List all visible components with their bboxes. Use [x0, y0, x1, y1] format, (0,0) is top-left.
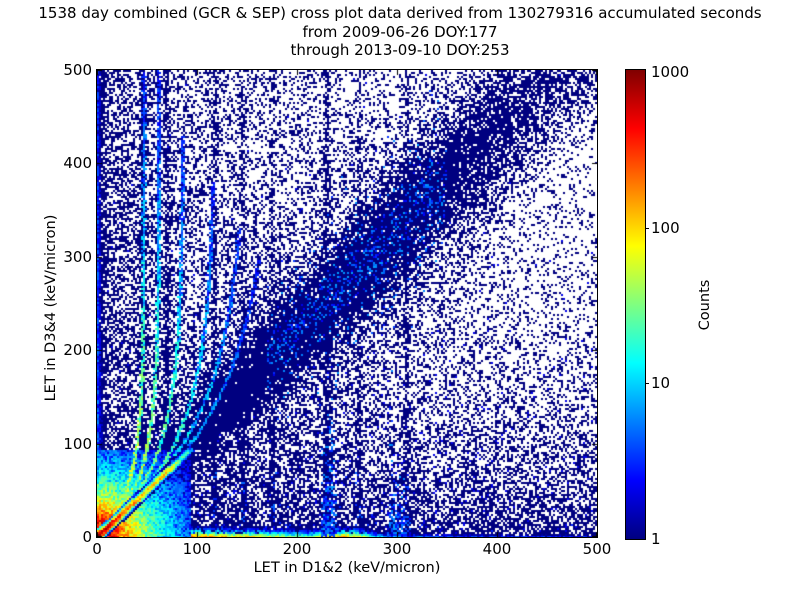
scatter-density-canvas [97, 70, 597, 537]
x-axis-label: LET in D1&2 (keV/micron) [253, 560, 441, 576]
chart-title: 1538 day combined (GCR & SEP) cross plot… [38, 4, 762, 22]
colorbar-gradient [626, 70, 645, 539]
colorbar-tick [645, 228, 649, 229]
x-tick-label: 300 [382, 540, 412, 558]
x-tick-label: 500 [582, 540, 612, 558]
y-tick-label: 0 [82, 528, 92, 546]
colorbar-axis-label: Counts [697, 279, 713, 331]
chart-subtitle-from: from 2009-06-26 DOY:177 [302, 22, 498, 41]
x-tick-label: 400 [482, 540, 512, 558]
colorbar-tick-label: 10 [651, 374, 671, 392]
y-tick-label: 400 [63, 154, 92, 172]
y-tick-label: 300 [63, 248, 92, 266]
colorbar-tick-label: 1 [651, 530, 661, 548]
y-tick-label: 100 [63, 435, 92, 453]
y-tick-label: 500 [63, 61, 92, 79]
plot-area [96, 69, 598, 538]
colorbar-tick [645, 383, 649, 384]
colorbar-tick-label: 100 [651, 219, 680, 237]
chart-subtitle-through: through 2013-09-10 DOY:253 [290, 41, 510, 59]
x-tick-label: 0 [92, 540, 102, 558]
colorbar-tick-label: 1000 [651, 63, 690, 81]
y-axis-label: LET in D3&4 (keV/micron) [43, 214, 59, 402]
x-tick-label: 100 [182, 540, 212, 558]
x-tick-label: 200 [282, 540, 312, 558]
y-tick-label: 200 [63, 341, 92, 359]
colorbar [625, 69, 646, 540]
